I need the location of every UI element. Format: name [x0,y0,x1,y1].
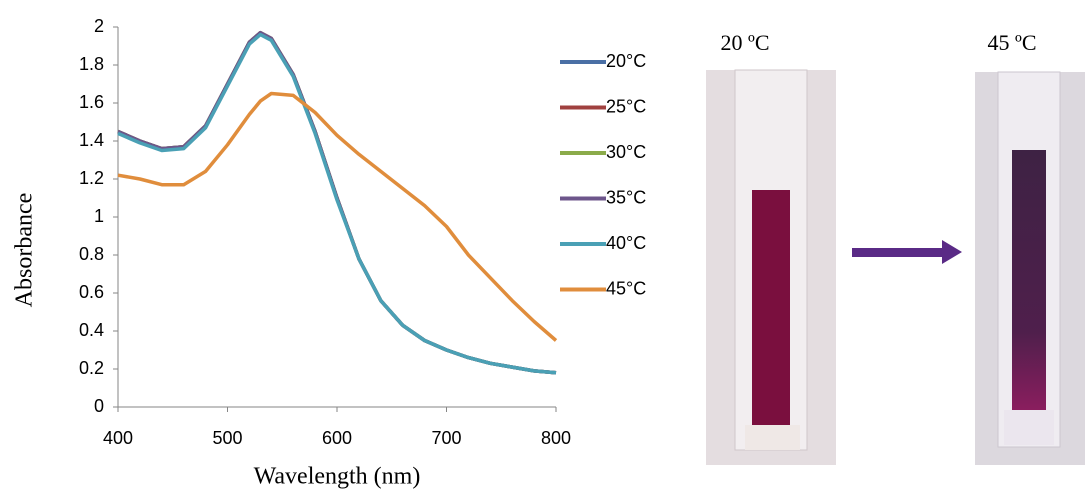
x-tick-label: 800 [541,428,571,448]
y-axis-title: Absorbance [12,193,38,308]
photo-20 [706,69,836,465]
liquid [752,190,790,425]
photo-45 [975,71,1085,465]
legend-label: 30°C [606,142,646,162]
y-tick-label: 1.2 [79,168,104,188]
cuvette-base [1004,410,1054,445]
x-tick-label: 500 [212,428,242,448]
arrow-shaft [852,248,944,257]
x-tick-label: 400 [103,428,133,448]
legend-label: 35°C [606,187,646,207]
liquid [1012,150,1046,410]
x-tick-label: 700 [431,428,461,448]
y-tick-label: 0.6 [79,282,104,302]
y-tick-label: 0.2 [79,358,104,378]
legend-label: 20°C [606,51,646,71]
photo-label: 45 ºC [988,30,1037,55]
series-line [117,91,558,342]
y-tick-label: 1.6 [79,92,104,112]
y-tick-label: 1 [94,206,104,226]
photo-label: 20 ºC [721,30,770,55]
y-tick-label: 1.8 [79,54,104,74]
legend-label: 45°C [606,278,646,298]
legend-label: 25°C [606,96,646,116]
x-tick-label: 600 [322,428,352,448]
series-line [117,32,557,375]
y-tick-label: 0.4 [79,320,104,340]
legend-label: 40°C [606,233,646,253]
arrow-head [942,240,962,264]
x-axis-title: Wavelength (nm) [254,464,421,490]
y-tick-label: 1.4 [79,130,104,150]
cuvette-base [745,425,800,450]
y-tick-label: 0 [94,396,104,416]
y-tick-label: 0.8 [79,244,104,264]
arrow [852,240,962,264]
y-tick-label: 2 [94,16,104,36]
